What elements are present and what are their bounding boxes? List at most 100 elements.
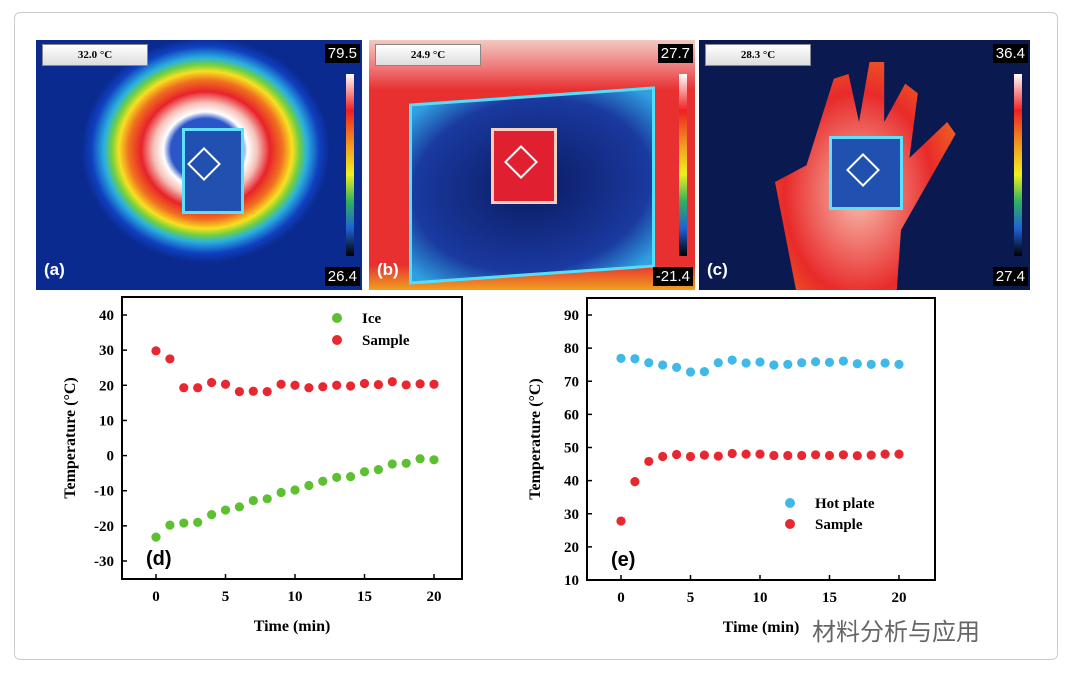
data-point xyxy=(261,386,273,398)
data-point xyxy=(657,359,669,371)
data-point xyxy=(372,379,384,390)
scale-max: 36.4 xyxy=(992,44,1028,63)
data-point xyxy=(331,471,343,483)
color-scale xyxy=(346,74,354,256)
spot-temp: 24.9 °C xyxy=(375,44,481,66)
sample-square xyxy=(829,136,903,210)
data-point xyxy=(712,357,724,369)
data-point xyxy=(359,466,370,478)
data-point xyxy=(726,354,738,366)
data-point xyxy=(768,359,780,371)
y-tick-label: 20 xyxy=(99,378,114,394)
data-point xyxy=(657,451,669,462)
x-tick-label: 15 xyxy=(822,590,837,606)
data-point xyxy=(782,450,794,461)
data-point xyxy=(345,380,357,392)
data-point xyxy=(740,357,752,369)
data-point xyxy=(317,381,329,393)
spot-temp: 28.3 °C xyxy=(705,44,811,66)
color-scale xyxy=(1014,74,1022,256)
data-point xyxy=(754,356,766,368)
data-point xyxy=(220,378,231,390)
y-tick-label: 10 xyxy=(564,573,579,589)
data-point xyxy=(824,450,835,461)
data-point xyxy=(838,449,849,461)
data-point xyxy=(206,377,218,388)
scale-min: -21.4 xyxy=(652,267,693,286)
panel-label: (b) xyxy=(377,260,399,279)
legend-label: Hot plate xyxy=(815,496,875,512)
data-point xyxy=(414,378,426,390)
data-point xyxy=(629,353,641,365)
data-point xyxy=(726,448,738,459)
y-tick-label: 80 xyxy=(564,341,579,357)
y-tick-label: 30 xyxy=(564,507,579,523)
legend-label: Ice xyxy=(362,311,381,327)
data-point xyxy=(233,501,245,513)
data-point xyxy=(247,385,259,397)
data-point xyxy=(851,358,863,370)
y-tick-label: -10 xyxy=(94,484,114,500)
data-point xyxy=(782,358,794,370)
y-axis-label: Temperature (°C) xyxy=(527,378,544,499)
x-axis-label: Time (min) xyxy=(254,618,331,635)
scale-min: 26.4 xyxy=(324,267,360,286)
data-point xyxy=(386,376,398,388)
x-tick-label: 15 xyxy=(357,589,372,605)
data-point xyxy=(289,379,301,391)
data-point xyxy=(317,475,329,487)
data-point xyxy=(671,361,682,373)
legend-marker xyxy=(785,498,795,508)
color-scale xyxy=(679,74,687,256)
data-point xyxy=(192,382,204,394)
data-point xyxy=(796,357,808,369)
figure-frame xyxy=(14,12,1058,660)
data-point xyxy=(359,378,370,389)
x-tick-label: 0 xyxy=(617,590,625,606)
data-point xyxy=(275,487,287,498)
x-axis-label: Time (min) xyxy=(723,619,800,636)
data-point xyxy=(247,495,259,506)
data-point xyxy=(754,448,766,460)
legend-label: Sample xyxy=(815,517,863,533)
x-tick-label: 5 xyxy=(687,590,695,606)
plot-frame xyxy=(586,297,936,581)
y-tick-label: 20 xyxy=(564,540,579,556)
x-tick-label: 20 xyxy=(427,589,442,605)
y-tick-label: 40 xyxy=(99,308,114,324)
y-tick-label: 50 xyxy=(564,441,579,457)
spot-temp: 32.0 °C xyxy=(42,44,148,66)
x-tick-label: 5 xyxy=(222,589,230,605)
panel-label: (e) xyxy=(611,549,635,571)
data-point xyxy=(220,504,231,516)
scale-min: 27.4 xyxy=(992,267,1028,286)
data-point xyxy=(643,456,655,467)
data-point xyxy=(893,448,905,460)
data-point xyxy=(699,449,710,461)
data-point xyxy=(428,454,440,466)
data-point xyxy=(275,378,287,390)
data-point xyxy=(178,517,190,529)
data-point xyxy=(615,352,627,364)
scale-max: 79.5 xyxy=(324,44,360,63)
data-point xyxy=(824,356,835,368)
data-point xyxy=(865,358,877,370)
panel-label: (a) xyxy=(44,260,65,279)
legend-marker xyxy=(332,313,342,323)
data-point xyxy=(810,356,821,368)
data-point xyxy=(289,484,301,496)
watermark: 材料分析与应用 xyxy=(812,618,980,646)
data-point xyxy=(414,453,426,465)
data-point xyxy=(629,476,641,488)
data-point xyxy=(671,449,682,460)
data-point xyxy=(400,457,412,469)
data-point xyxy=(192,516,204,528)
legend-label: Sample xyxy=(362,333,410,349)
data-point xyxy=(810,449,821,461)
data-point xyxy=(838,355,849,367)
sample-square xyxy=(182,128,244,214)
data-point xyxy=(428,378,440,390)
thermal-image-a: 32.0 °C 79.5 26.4 (a) xyxy=(36,40,362,290)
data-point xyxy=(303,480,315,491)
